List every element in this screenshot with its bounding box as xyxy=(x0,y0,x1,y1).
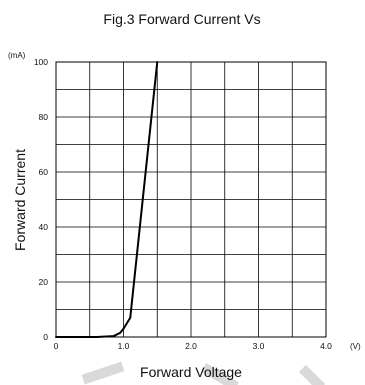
grid xyxy=(56,62,326,337)
y-tick-label: 20 xyxy=(39,277,49,287)
x-tick-label: 3.0 xyxy=(253,341,265,351)
y-tick-labels: 0 20 40 60 80 100 xyxy=(34,57,48,342)
y-tick-label: 80 xyxy=(39,112,49,122)
y-tick-label: 60 xyxy=(39,167,49,177)
x-tick-label: 4.0 xyxy=(320,341,332,351)
y-tick-label: 40 xyxy=(39,222,49,232)
x-tick-label: 0 xyxy=(54,341,59,351)
y-tick-label: 100 xyxy=(34,57,48,67)
x-axis-label: Forward Voltage xyxy=(140,364,242,380)
watermark-shapes xyxy=(81,361,326,385)
y-axis-label: Forward Current xyxy=(12,149,28,251)
chart-title: Fig.3 Forward Current Vs xyxy=(103,11,260,27)
x-tick-label: 1.0 xyxy=(118,341,130,351)
y-tick-label: 0 xyxy=(43,332,48,342)
x-unit: (V) xyxy=(350,342,361,351)
plot-frame xyxy=(55,61,327,338)
x-tick-labels: 0 1.0 2.0 3.0 4.0 xyxy=(54,341,333,351)
x-tick-label: 2.0 xyxy=(185,341,197,351)
y-unit: (mA) xyxy=(8,51,26,60)
series-line xyxy=(55,61,159,338)
